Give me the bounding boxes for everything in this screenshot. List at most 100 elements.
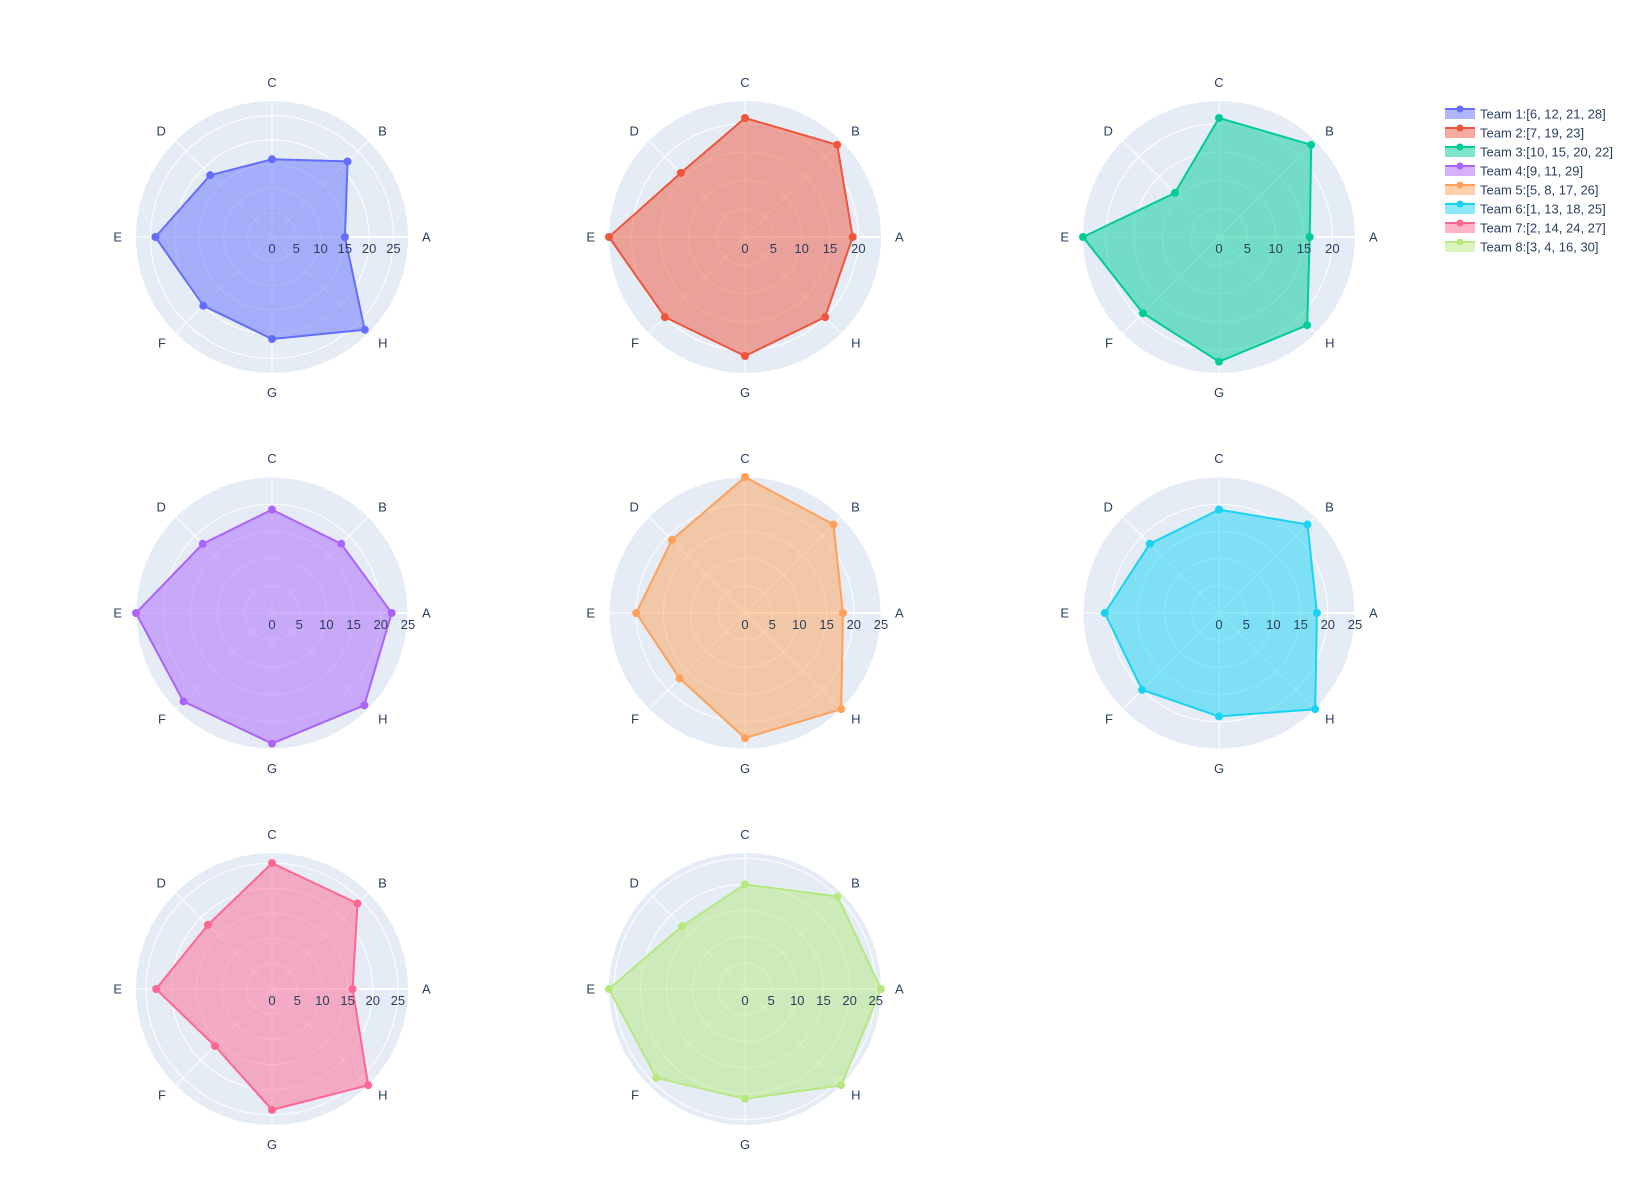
data-point-f[interactable]: [179, 697, 188, 706]
data-point-e[interactable]: [151, 233, 160, 241]
radial-tick-label: 20: [362, 241, 376, 256]
data-point-f[interactable]: [211, 1041, 220, 1050]
data-point-a[interactable]: [838, 609, 847, 617]
data-point-c[interactable]: [1215, 114, 1223, 122]
data-point-b[interactable]: [833, 892, 842, 901]
data-point-c[interactable]: [741, 473, 749, 481]
data-point-a[interactable]: [387, 609, 396, 617]
data-point-d[interactable]: [1170, 188, 1179, 197]
radial-tick-label: 15: [816, 993, 830, 1008]
data-point-g[interactable]: [268, 335, 276, 343]
data-point-f[interactable]: [660, 313, 669, 322]
data-point-h[interactable]: [837, 705, 846, 714]
data-point-g[interactable]: [741, 734, 749, 743]
data-point-e[interactable]: [1100, 609, 1109, 617]
radial-tick-label: 15: [346, 617, 360, 632]
radial-tick-label: 15: [340, 993, 354, 1008]
data-point-b[interactable]: [1307, 140, 1316, 149]
category-label-a: A: [1369, 230, 1378, 245]
data-point-e[interactable]: [152, 985, 161, 993]
data-point-f[interactable]: [675, 674, 684, 683]
data-point-e[interactable]: [605, 233, 613, 241]
data-point-g[interactable]: [1215, 357, 1223, 366]
legend-marker: [1456, 200, 1464, 208]
radial-tick-label: 5: [294, 993, 301, 1008]
data-point-h[interactable]: [837, 1081, 846, 1090]
radial-tick-label: 25: [401, 617, 415, 632]
category-label-e: E: [113, 982, 122, 997]
data-point-d[interactable]: [203, 920, 212, 929]
data-point-c[interactable]: [1215, 505, 1223, 514]
data-point-b[interactable]: [353, 899, 362, 908]
data-point-d[interactable]: [206, 171, 215, 180]
radar-panel-team-7: 0 5 10 15 20 25 A B C D E F G H: [113, 827, 431, 1152]
radial-tick-label: 20: [374, 617, 388, 632]
data-point-e[interactable]: [1079, 233, 1087, 241]
category-label-b: B: [1325, 123, 1334, 138]
data-point-h[interactable]: [364, 1081, 373, 1090]
data-point-a[interactable]: [1305, 233, 1314, 241]
radial-tick-label: 5: [1244, 241, 1251, 256]
data-point-d[interactable]: [676, 168, 685, 177]
radial-tick-label: 10: [319, 617, 333, 632]
data-point-f[interactable]: [1138, 309, 1147, 318]
radial-tick-label: 0: [741, 241, 748, 256]
category-label-h: H: [851, 712, 860, 727]
legend-label: Team 7:[2, 14, 24, 27]: [1480, 221, 1606, 236]
data-point-c[interactable]: [268, 859, 276, 868]
legend-item-team-4[interactable]: Team 4:[9, 11, 29]: [1445, 162, 1583, 179]
data-point-d[interactable]: [198, 539, 207, 548]
data-point-b[interactable]: [1303, 520, 1312, 529]
data-point-g[interactable]: [268, 739, 276, 748]
data-point-c[interactable]: [268, 155, 276, 164]
radial-tick-label: 5: [769, 617, 776, 632]
radial-tick-label: 20: [842, 993, 856, 1008]
radar-panel-team-6: 0 5 10 15 20 25 A B C D E F G H: [1060, 451, 1378, 776]
legend-item-team-1[interactable]: Team 1:[6, 12, 21, 28]: [1445, 105, 1606, 122]
data-point-a[interactable]: [348, 985, 357, 993]
data-point-g[interactable]: [1215, 712, 1223, 721]
data-point-a[interactable]: [877, 985, 885, 993]
data-point-f[interactable]: [1138, 685, 1147, 694]
legend-item-team-5[interactable]: Team 5:[5, 8, 17, 26]: [1445, 181, 1599, 198]
data-point-g[interactable]: [741, 352, 749, 360]
legend-item-team-7[interactable]: Team 7:[2, 14, 24, 27]: [1445, 219, 1606, 236]
data-point-e[interactable]: [632, 609, 641, 617]
legend-item-team-2[interactable]: Team 2:[7, 19, 23]: [1445, 124, 1584, 141]
data-point-c[interactable]: [741, 880, 749, 889]
category-label-h: H: [1325, 712, 1334, 727]
category-label-g: G: [267, 1137, 277, 1152]
data-point-b[interactable]: [343, 157, 352, 166]
data-point-d[interactable]: [667, 535, 676, 544]
data-point-a[interactable]: [848, 233, 857, 241]
data-point-b[interactable]: [337, 539, 346, 548]
legend-item-team-3[interactable]: Team 3:[10, 15, 20, 22]: [1445, 143, 1613, 160]
data-point-h[interactable]: [1303, 321, 1312, 330]
data-point-b[interactable]: [833, 140, 842, 149]
category-label-e: E: [1060, 230, 1069, 245]
data-point-g[interactable]: [268, 1105, 276, 1114]
data-point-f[interactable]: [199, 301, 208, 310]
data-point-h[interactable]: [360, 701, 369, 710]
data-point-h[interactable]: [821, 313, 830, 322]
data-point-f[interactable]: [652, 1073, 661, 1082]
data-point-e[interactable]: [132, 609, 140, 617]
data-point-e[interactable]: [605, 985, 613, 993]
data-point-b[interactable]: [829, 520, 838, 529]
data-point-a[interactable]: [340, 233, 349, 241]
legend-marker: [1456, 105, 1464, 113]
data-point-g[interactable]: [741, 1094, 749, 1103]
data-point-h[interactable]: [1311, 705, 1320, 714]
radar-panel-team-2: 0 5 10 15 20 A B C D E F G H: [586, 75, 904, 400]
category-label-c: C: [740, 451, 749, 466]
category-label-d: D: [157, 123, 166, 138]
data-point-c[interactable]: [268, 505, 276, 514]
data-point-d[interactable]: [678, 922, 687, 931]
data-point-h[interactable]: [360, 325, 369, 334]
data-point-d[interactable]: [1145, 539, 1154, 548]
data-point-a[interactable]: [1312, 609, 1321, 617]
data-point-c[interactable]: [741, 114, 749, 122]
legend-item-team-8[interactable]: Team 8:[3, 4, 16, 30]: [1445, 238, 1599, 255]
legend-item-team-6[interactable]: Team 6:[1, 13, 18, 25]: [1445, 200, 1606, 217]
radial-tick-label: 10: [1266, 617, 1280, 632]
